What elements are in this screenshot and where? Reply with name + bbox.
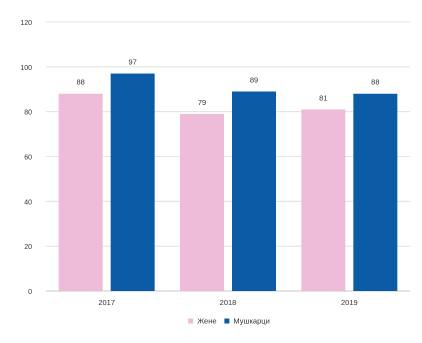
x-axis: 2017 2018 2019 <box>98 298 357 307</box>
y-tick-label: 20 <box>24 244 32 251</box>
y-tick-label: 60 <box>24 155 32 162</box>
bar <box>180 113 224 292</box>
bar <box>110 73 155 291</box>
y-axis: 0 20 40 60 80 100 120 <box>20 20 32 296</box>
x-tick-label: 2019 <box>341 298 358 307</box>
bars <box>58 73 398 292</box>
y-tick-label: 100 <box>20 65 32 72</box>
bar <box>353 93 398 291</box>
legend-swatch <box>188 318 194 324</box>
y-tick-label: 40 <box>24 199 32 206</box>
data-label: 81 <box>319 93 327 102</box>
y-tick-label: 0 <box>28 289 32 296</box>
x-tick-label: 2018 <box>220 298 237 307</box>
data-label: 89 <box>250 75 258 84</box>
bar <box>301 109 346 291</box>
legend-label: Жене <box>197 317 216 326</box>
grid <box>46 21 410 292</box>
legend-swatch <box>224 318 230 324</box>
data-label: 88 <box>371 78 379 87</box>
bar <box>232 91 276 291</box>
data-label: 79 <box>198 98 206 107</box>
data-label: 97 <box>128 58 136 67</box>
legend: Жене Мушкарци <box>188 317 270 326</box>
x-tick-label: 2017 <box>98 298 115 307</box>
legend-label: Мушкарци <box>233 317 269 326</box>
data-labels: 88 97 79 89 81 88 <box>76 58 379 107</box>
y-tick-label: 80 <box>24 110 32 117</box>
bar <box>58 93 103 291</box>
y-tick-label: 120 <box>20 20 32 27</box>
data-label: 88 <box>76 78 84 87</box>
